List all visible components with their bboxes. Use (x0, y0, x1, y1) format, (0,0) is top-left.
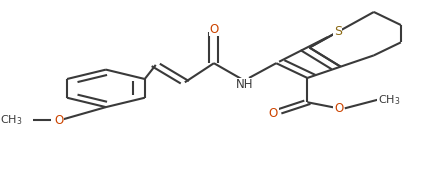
Text: S: S (334, 25, 342, 38)
Text: CH$_3$: CH$_3$ (378, 93, 400, 107)
Text: O: O (269, 107, 278, 120)
Text: O: O (209, 23, 219, 36)
Text: O: O (334, 102, 343, 115)
Text: O: O (54, 114, 64, 127)
Text: CH$_3$: CH$_3$ (0, 114, 23, 127)
Text: NH: NH (235, 78, 253, 91)
